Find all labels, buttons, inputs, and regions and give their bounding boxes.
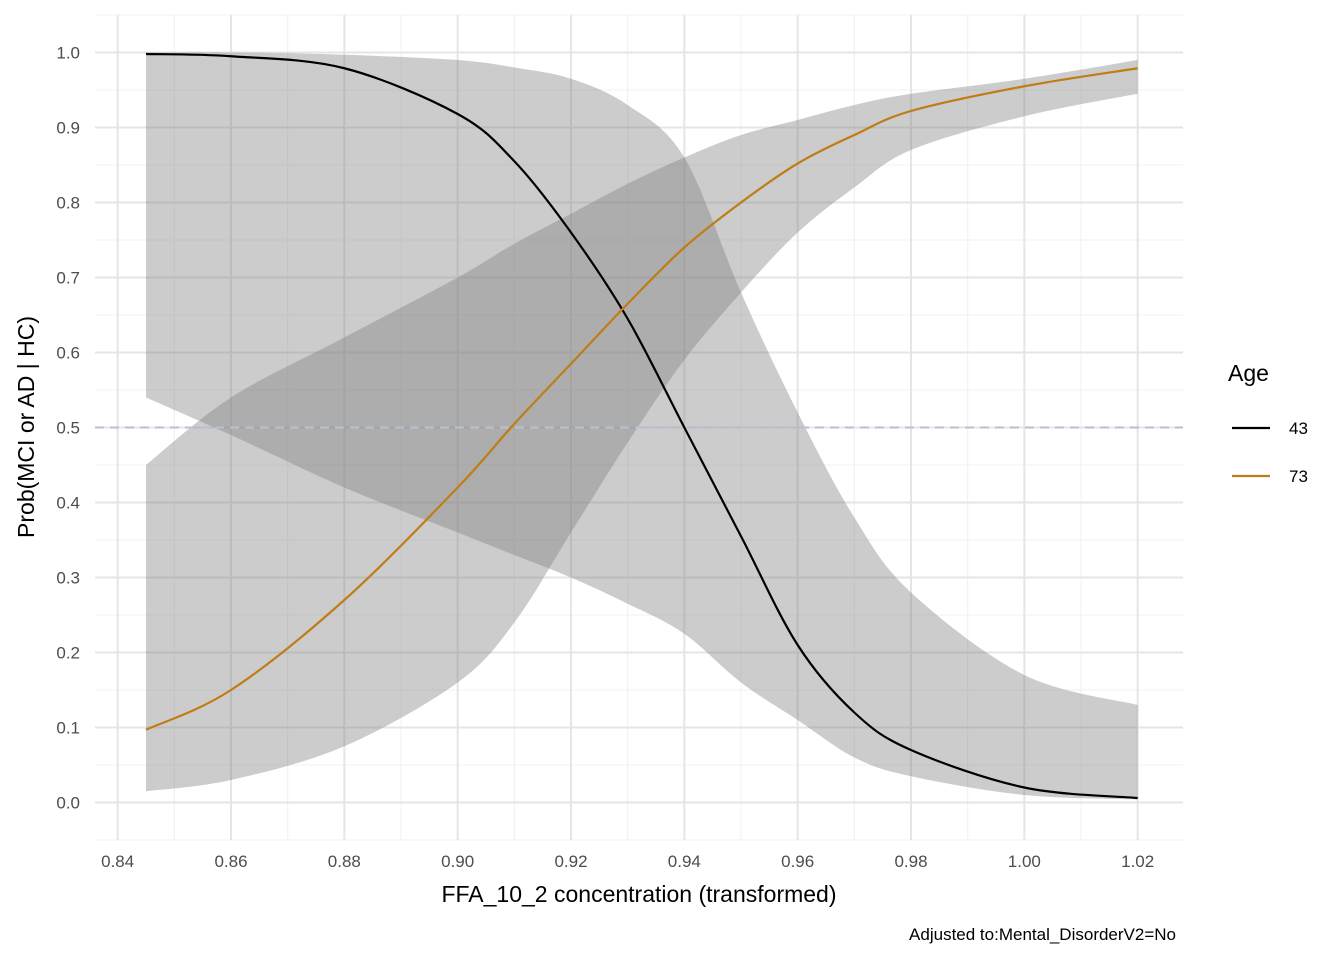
x-axis-tick-labels: 0.84 0.86 0.88 0.90 0.92 0.94 0.96 0.98 1.00 1.02: [101, 852, 1154, 871]
minor-gridlines: [95, 14, 1183, 841]
x-tick-label: 0.94: [668, 852, 701, 871]
confidence-band-43: [146, 52, 1138, 800]
x-tick-label: 0.86: [214, 852, 247, 871]
y-tick-label: 0.0: [56, 794, 80, 813]
series-lines: [145, 52, 1138, 800]
y-axis-tick-labels: 0.0 0.1 0.2 0.3 0.4 0.5 0.6 0.7 0.8 0.9 1.0: [56, 44, 80, 813]
series-line-73: [145, 67, 1138, 731]
y-axis-title: Prob(MCI or AD | HC): [13, 316, 39, 538]
y-tick-label: 0.5: [56, 419, 80, 438]
confidence-ribbons: [146, 52, 1138, 800]
x-tick-label: 1.00: [1008, 852, 1041, 871]
x-tick-label: 0.90: [441, 852, 474, 871]
x-tick-label: 0.96: [781, 852, 814, 871]
y-tick-label: 0.6: [56, 344, 80, 363]
legend: Age 43 73: [1228, 360, 1308, 486]
legend-label-43: 43: [1289, 419, 1308, 438]
y-tick-label: 0.3: [56, 569, 80, 588]
x-axis-title: FFA_10_2 concentration (transformed): [441, 881, 836, 907]
x-tick-label: 0.84: [101, 852, 134, 871]
y-tick-label: 1.0: [56, 44, 80, 63]
caption: Adjusted to:Mental_DisorderV2=No: [909, 925, 1176, 944]
y-tick-label: 0.7: [56, 269, 80, 288]
y-tick-label: 0.9: [56, 119, 80, 138]
y-tick-label: 0.8: [56, 194, 80, 213]
y-tick-label: 0.4: [56, 494, 80, 513]
x-tick-label: 0.98: [894, 852, 927, 871]
y-tick-label: 0.2: [56, 644, 80, 663]
confidence-band-73: [146, 60, 1138, 792]
legend-label-73: 73: [1289, 467, 1308, 486]
y-tick-label: 0.1: [56, 719, 80, 738]
x-tick-label: 0.88: [328, 852, 361, 871]
x-tick-label: 0.92: [554, 852, 587, 871]
series-line-43: [145, 52, 1138, 800]
legend-title: Age: [1228, 360, 1269, 386]
x-tick-label: 1.02: [1121, 852, 1154, 871]
